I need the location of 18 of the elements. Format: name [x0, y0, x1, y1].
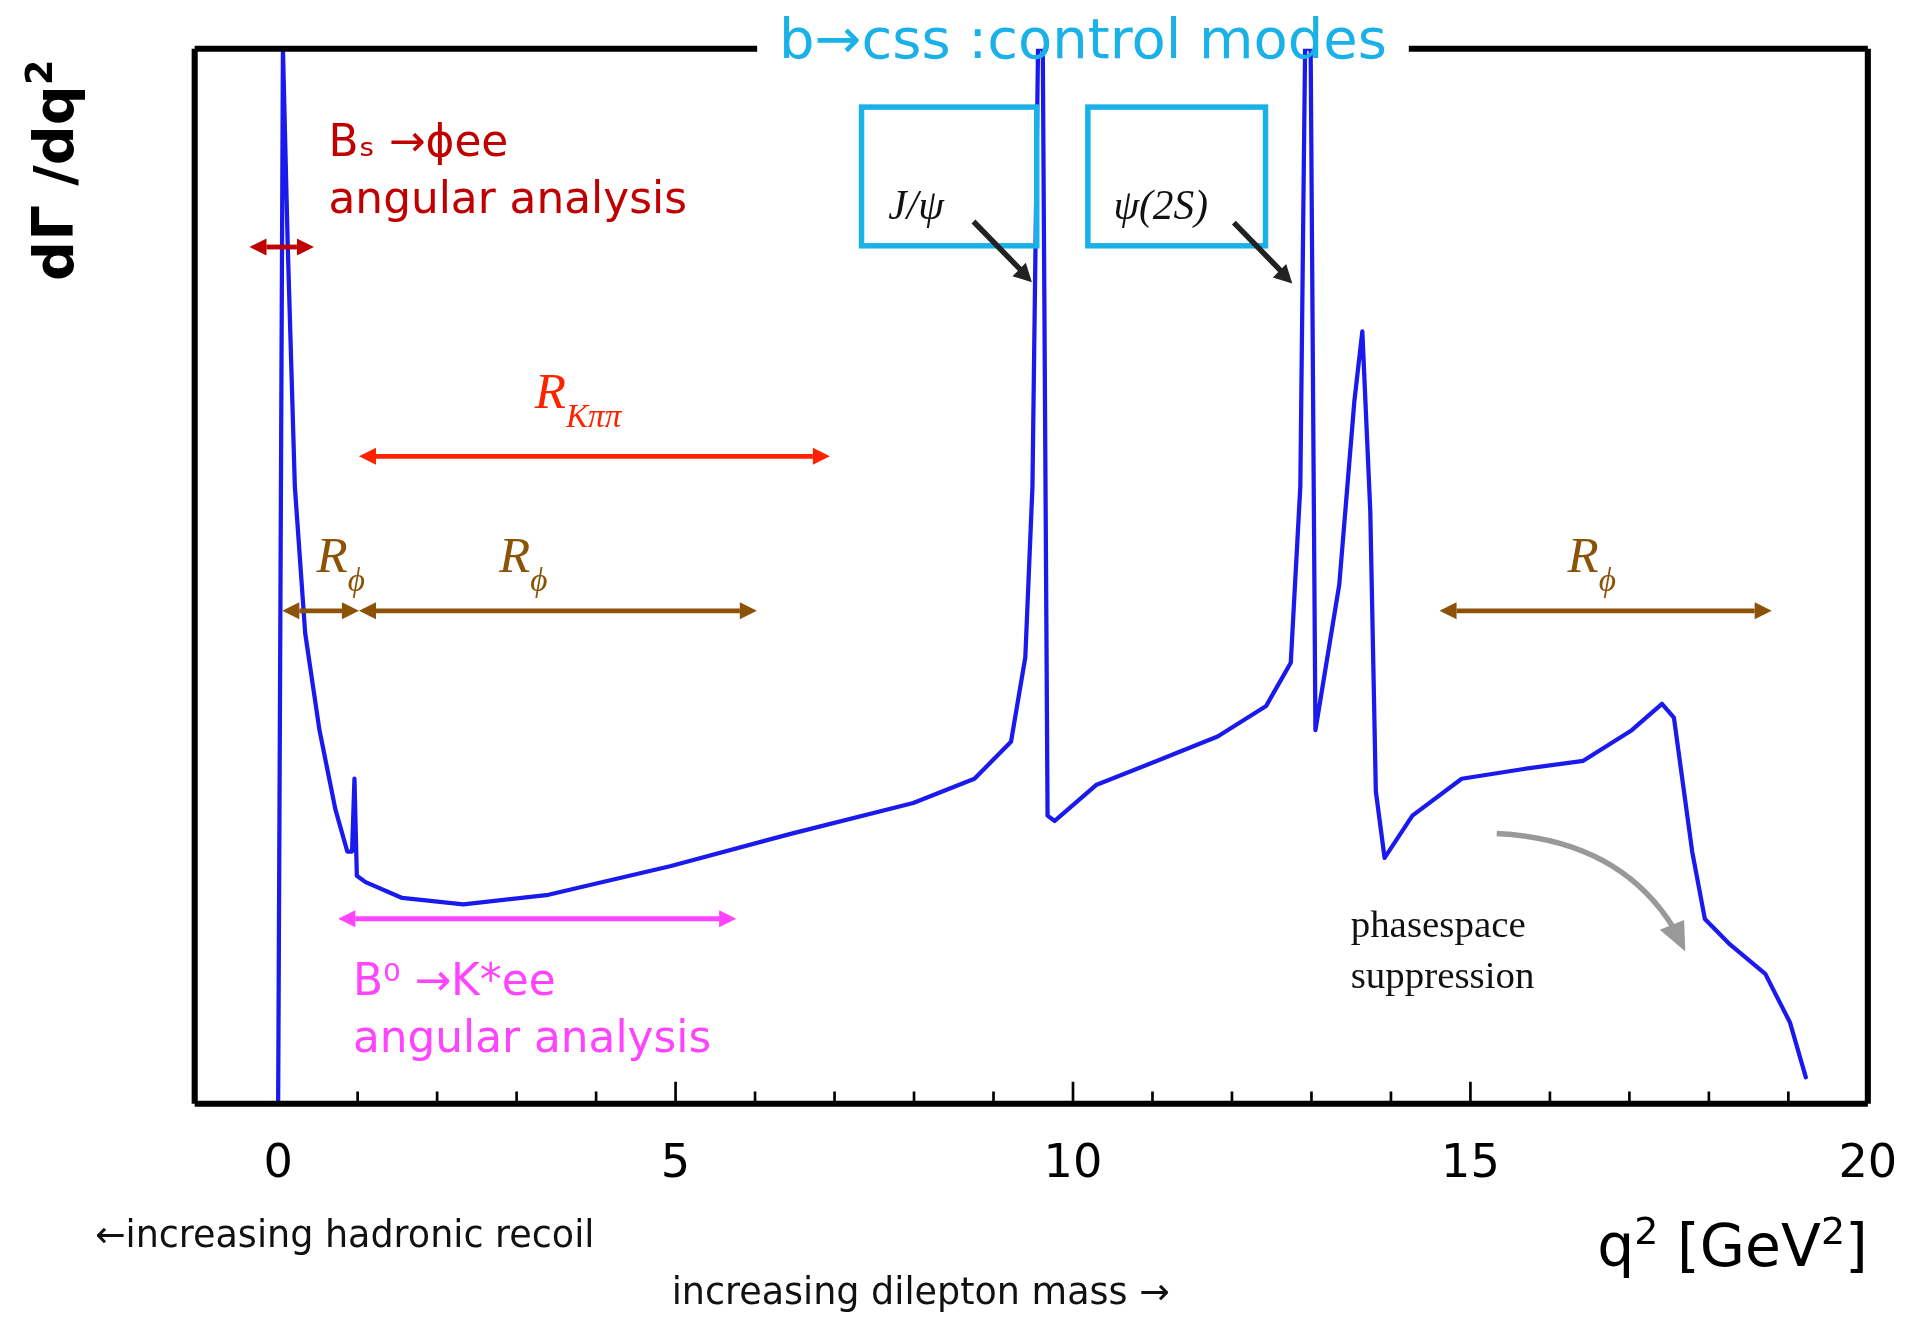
x-tick-label: 10: [1043, 1133, 1103, 1188]
x-tick-label: 0: [263, 1133, 293, 1188]
x-axis-title: q$^{2}$ [GeV$^{2}$]: [1597, 1208, 1868, 1280]
chart-title: b→css :control modes: [779, 6, 1387, 72]
x-tick-label: 20: [1838, 1133, 1898, 1188]
x-tick-label: 15: [1441, 1133, 1500, 1188]
annotation: R$_{ϕ}$: [1566, 525, 1616, 598]
text: increasing dilepton mass →: [671, 1270, 1170, 1314]
annotation: B⁰ →K*ee angular analysis: [352, 954, 712, 1063]
annotation: phasespace suppression: [1350, 901, 1535, 996]
annotation: Bₛ →ϕee angular analysis: [328, 114, 687, 223]
annotation: ψ(2S): [1113, 182, 1208, 230]
text: ←increasing hadronic recoil: [94, 1213, 595, 1257]
annotation: J/ψ: [888, 182, 946, 229]
annotation: R$_{Kππ}$: [533, 361, 623, 434]
annotation: R$_{ϕ}$: [315, 525, 365, 598]
x-tick-label: 5: [660, 1133, 691, 1188]
annotation: R$_{ϕ}$: [498, 525, 548, 598]
